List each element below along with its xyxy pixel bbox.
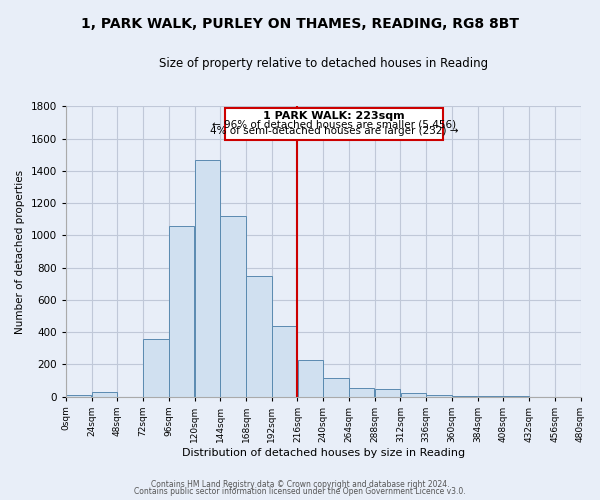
Bar: [92, 392, 117, 396]
Bar: [224, 108, 443, 140]
Bar: [169, 226, 194, 396]
Bar: [220, 216, 246, 396]
X-axis label: Distribution of detached houses by size in Reading: Distribution of detached houses by size …: [182, 448, 465, 458]
Text: Contains HM Land Registry data © Crown copyright and database right 2024.: Contains HM Land Registry data © Crown c…: [151, 480, 449, 489]
Text: 1 PARK WALK: 223sqm: 1 PARK WALK: 223sqm: [263, 111, 405, 121]
Bar: [401, 394, 426, 396]
Bar: [375, 390, 400, 396]
Text: 4% of semi-detached houses are larger (232) →: 4% of semi-detached houses are larger (2…: [209, 126, 458, 136]
Bar: [426, 395, 452, 396]
Bar: [272, 326, 297, 396]
Bar: [298, 360, 323, 396]
Bar: [323, 378, 349, 396]
Text: ← 96% of detached houses are smaller (5,456): ← 96% of detached houses are smaller (5,…: [212, 120, 456, 130]
Bar: [194, 160, 220, 396]
Text: Contains public sector information licensed under the Open Government Licence v3: Contains public sector information licen…: [134, 487, 466, 496]
Bar: [349, 388, 374, 396]
Bar: [143, 340, 169, 396]
Bar: [66, 395, 91, 396]
Title: Size of property relative to detached houses in Reading: Size of property relative to detached ho…: [158, 58, 488, 70]
Bar: [246, 276, 272, 396]
Text: 1, PARK WALK, PURLEY ON THAMES, READING, RG8 8BT: 1, PARK WALK, PURLEY ON THAMES, READING,…: [81, 18, 519, 32]
Y-axis label: Number of detached properties: Number of detached properties: [15, 170, 25, 334]
